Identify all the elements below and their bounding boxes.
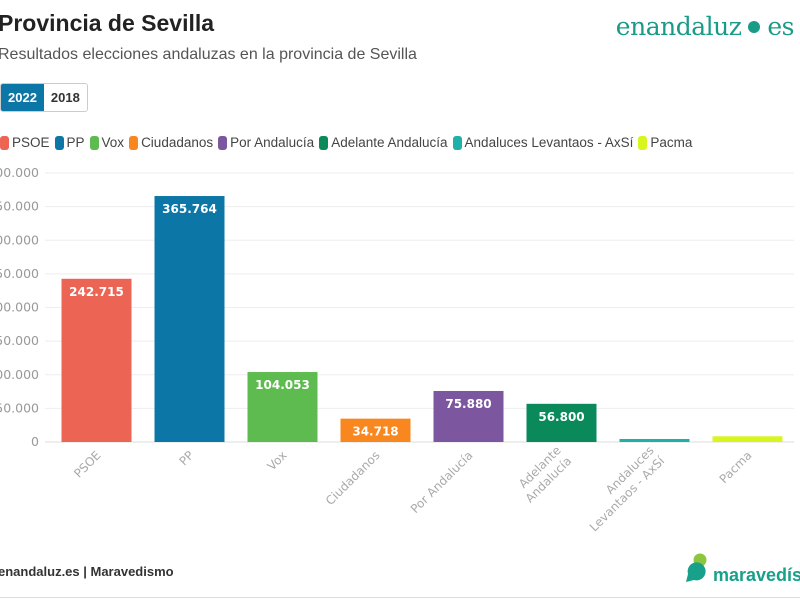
bar-andaluces-levantaos-axs-: [619, 438, 690, 442]
legend-swatch: [452, 135, 462, 150]
x-tick-label: Pacma: [717, 448, 755, 486]
y-tick-label: 150.000: [0, 333, 39, 348]
y-tick-label: 100.000: [0, 367, 39, 382]
bar-ciudadanos: [340, 418, 411, 442]
y-tick-label: 200.000: [0, 300, 39, 315]
tab-2018[interactable]: 2018: [43, 84, 87, 111]
legend-swatch: [89, 135, 99, 150]
legend-swatch: [54, 135, 64, 150]
bar-pacma: [712, 436, 783, 442]
data-label: 75.880: [445, 397, 491, 411]
x-tick-label: AdelanteAndalucía: [512, 443, 574, 505]
bottom-divider: [0, 597, 800, 598]
legend-label: Pacma: [650, 135, 693, 150]
legend-swatch: [0, 135, 9, 150]
enandaluz-logo: enandaluz es: [615, 12, 795, 41]
legend-item[interactable]: Vox: [89, 135, 125, 150]
legend-item[interactable]: Ciudadanos: [129, 135, 213, 150]
legend-label: Vox: [101, 135, 125, 150]
legend-label: Andaluces Levantaos - AxSí: [464, 135, 634, 150]
year-tabs: 2022 2018: [0, 83, 88, 112]
bar-adelante-andaluc-a: [526, 403, 597, 442]
chart-subtitle: Resultados elecciones andaluzas en la pr…: [0, 46, 417, 63]
legend-item[interactable]: Por Andalucía: [218, 135, 314, 150]
y-tick-label: 400.000: [0, 165, 39, 180]
x-tick-label: Ciudadanos: [323, 448, 383, 508]
legend-label: PSOE: [12, 135, 50, 150]
x-tick-label: Por Andalucía: [408, 448, 476, 516]
bar-psoe: [61, 278, 132, 442]
data-label: 104.053: [255, 378, 310, 392]
bar-vox: [247, 372, 318, 442]
bar-pp: [154, 196, 225, 442]
data-label: 56.800: [538, 410, 584, 424]
legend-swatch: [638, 135, 648, 150]
legend-label: PP: [66, 135, 85, 150]
logo-flower-icon: [748, 21, 761, 33]
data-label: 34.718: [352, 425, 398, 439]
x-tick-label: Vox: [265, 448, 290, 473]
y-tick-label: 250.000: [0, 266, 39, 281]
legend-item[interactable]: Adelante Andalucía: [319, 135, 448, 150]
y-tick-label: 300.000: [0, 232, 39, 247]
source-credit: enandaluz.es | Maravedismo: [0, 564, 174, 579]
x-tick-label: PP: [176, 448, 196, 468]
legend-swatch: [218, 135, 228, 150]
legend-label: Adelante Andalucía: [331, 135, 448, 150]
y-tick-label: 50.000: [0, 400, 39, 415]
maravedismo-logo: maravedísmo: [683, 552, 800, 586]
legend-swatch: [319, 135, 329, 150]
bar-por-andaluc-a: [433, 390, 504, 442]
legend-item[interactable]: Pacma: [638, 135, 692, 150]
maravedismo-bubble-icon: [686, 553, 707, 582]
legend-item[interactable]: PP: [54, 135, 85, 150]
y-tick-label: 350.000: [0, 199, 39, 214]
legend: PSOE PP Vox Ciudadanos Por Andalucía Adelante…: [0, 135, 692, 150]
legend-label: Ciudadanos: [141, 135, 214, 150]
data-label: 242.715: [69, 285, 124, 299]
legend-item[interactable]: PSOE: [0, 135, 50, 150]
legend-swatch: [129, 135, 139, 150]
y-tick-label: 0: [31, 434, 39, 449]
legend-item[interactable]: Andaluces Levantaos - AxSí: [452, 135, 634, 150]
chart-title: Provincia de Sevilla: [0, 10, 215, 36]
data-label: 365.764: [162, 202, 217, 216]
tab-2022[interactable]: 2022: [1, 84, 44, 111]
legend-label: Por Andalucía: [230, 135, 315, 150]
x-tick-label: PSOE: [71, 448, 103, 480]
x-tick-label: AndalucesLevantaos - AxSí: [576, 443, 668, 535]
